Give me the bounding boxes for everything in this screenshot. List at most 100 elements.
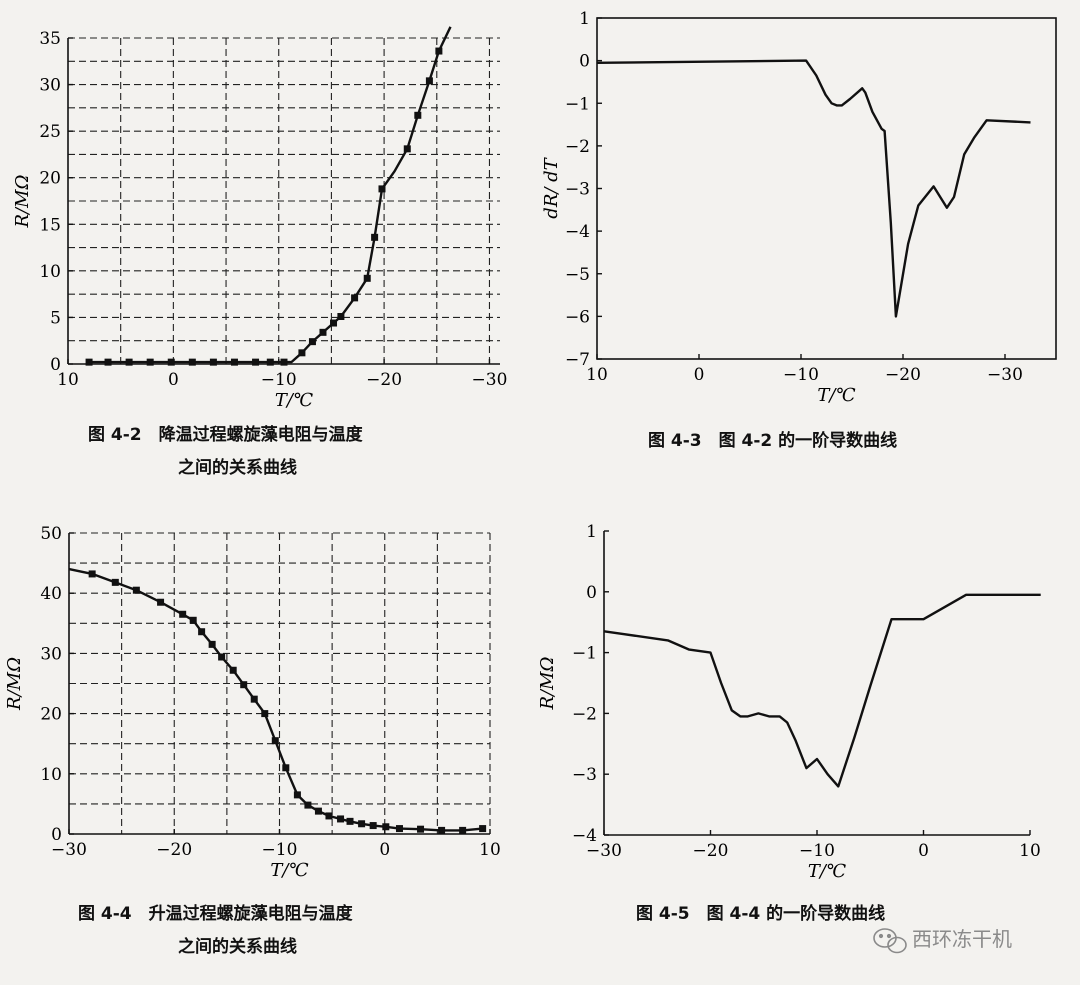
y-tick-label: 1: [579, 9, 590, 29]
y-axis-title: dR/ dT: [541, 156, 562, 218]
y-tick-label: −2: [572, 704, 597, 724]
x-tick-label: −10: [783, 365, 819, 385]
y-tick-label: −1: [565, 94, 590, 114]
data-point: [125, 358, 133, 366]
y-tick-label: 0: [51, 825, 62, 845]
x-tick-label: −20: [885, 365, 921, 385]
y-tick-label: −2: [565, 137, 590, 157]
data-point: [146, 358, 154, 366]
x-axis-title: T/℃: [275, 390, 313, 411]
y-axis-title: R/MΩ: [12, 174, 33, 228]
data-point: [209, 358, 217, 366]
figure-caption-line: 图 4-2 降温过程螺旋藻电阻与温度: [88, 424, 364, 445]
y-tick-label: 50: [40, 524, 62, 544]
watermark: 西环冻干机: [873, 927, 1012, 954]
wechat-logo-icon: [873, 928, 907, 954]
x-tick-label: −20: [156, 840, 192, 860]
x-tick-label: −10: [799, 841, 835, 861]
x-tick-label: 0: [918, 841, 929, 861]
y-tick-label: 25: [39, 122, 61, 142]
x-tick-label: 10: [586, 365, 608, 385]
data-point: [240, 681, 248, 689]
data-point: [371, 233, 379, 241]
data-point: [479, 825, 487, 833]
data-point: [314, 807, 322, 815]
data-point: [346, 817, 354, 825]
data-point: [261, 710, 269, 718]
x-axis-title: T/℃: [817, 385, 855, 406]
x-tick-label: −20: [693, 841, 729, 861]
y-tick-label: −7: [565, 350, 590, 370]
data-point: [369, 822, 377, 830]
data-point: [250, 695, 258, 703]
data-point: [337, 312, 345, 320]
y-tick-label: 10: [40, 765, 62, 785]
data-point: [459, 826, 467, 834]
y-tick-label: 5: [50, 308, 61, 328]
data-point: [157, 598, 165, 606]
figure-caption-line: 图 4-5 图 4-4 的一阶导数曲线: [636, 903, 885, 924]
series-line: [89, 26, 452, 364]
data-point: [252, 358, 260, 366]
y-tick-label: −1: [572, 644, 597, 664]
figure-caption-line: 图 4-3 图 4-2 的一阶导数曲线: [648, 430, 897, 451]
x-tick-label: 0: [694, 365, 705, 385]
data-point: [167, 358, 175, 366]
data-point: [282, 764, 290, 772]
figure-caption-line: 图 4-4 升温过程螺旋藻电阻与温度: [78, 903, 354, 924]
data-point: [271, 737, 279, 745]
watermark-text: 西环冻干机: [912, 927, 1012, 951]
data-point: [208, 640, 216, 648]
fig-4-5-chart: 10−1−2−3−4−30 −20 −10 0 10T/℃R/MΩ: [537, 522, 1041, 882]
x-tick-label: 10: [1019, 841, 1041, 861]
y-tick-label: 10: [39, 262, 61, 282]
y-tick-label: −4: [565, 222, 590, 242]
plot-frame: [596, 17, 1057, 360]
data-point: [395, 825, 403, 833]
x-tick-label: −10: [262, 840, 298, 860]
data-point: [308, 338, 316, 346]
x-tick-label: −20: [366, 370, 402, 390]
grid: [69, 532, 491, 834]
data-point: [438, 826, 446, 834]
data-point: [325, 812, 333, 820]
y-tick-label: −6: [565, 307, 590, 327]
x-axis-title: T/℃: [270, 860, 308, 881]
x-tick-label: −10: [261, 370, 297, 390]
fig-4-3-chart: 10−1−2−3−4−5−6−710 0 −10 −20 −30T/℃dR/ dT: [541, 9, 1057, 406]
data-point: [378, 185, 386, 193]
data-point: [298, 349, 306, 357]
data-point: [425, 77, 433, 85]
y-axis-title: R/MΩ: [537, 656, 558, 710]
y-tick-label: 15: [39, 215, 61, 235]
data-point: [363, 274, 371, 282]
data-point: [304, 801, 312, 809]
y-tick-label: 0: [579, 52, 590, 72]
y-tick-label: −3: [565, 180, 590, 200]
y-tick-label: 20: [39, 169, 61, 189]
data-point: [403, 145, 411, 153]
x-tick-label: −30: [51, 840, 87, 860]
data-point: [104, 358, 112, 366]
data-point: [266, 358, 274, 366]
x-axis-title: T/℃: [808, 861, 846, 882]
data-point: [414, 111, 422, 119]
data-point: [358, 820, 366, 828]
series-line: [596, 59, 1031, 318]
data-point: [111, 578, 119, 586]
x-tick-label: 10: [479, 840, 501, 860]
y-tick-label: 0: [50, 355, 61, 375]
y-axis-title: R/MΩ: [4, 657, 25, 711]
data-point: [230, 358, 238, 366]
figure-caption-line: 之间的关系曲线: [178, 936, 297, 957]
data-point: [330, 319, 338, 327]
data-point: [351, 294, 359, 302]
y-tick-label: 0: [586, 583, 597, 603]
data-point: [337, 815, 345, 823]
y-tick-label: 30: [39, 76, 61, 96]
fig-4-4-chart: 0 10 20 30 40 50 −30 −20 −10 0 10 T/℃ R/MΩ: [4, 524, 501, 881]
data-point: [189, 616, 197, 624]
